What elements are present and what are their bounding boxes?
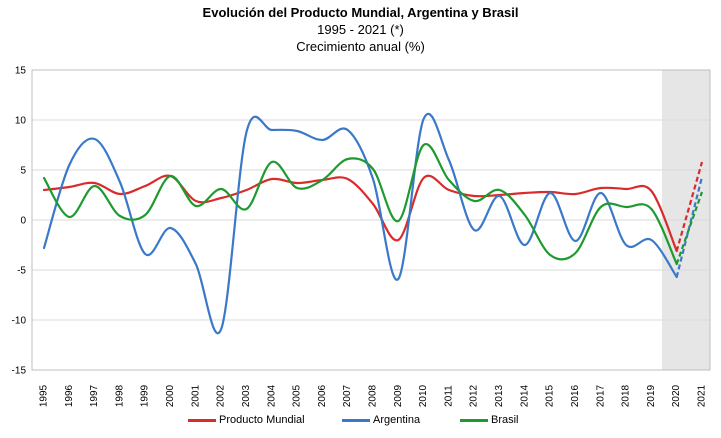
y-tick-label: 5 (20, 166, 26, 177)
y-tick-label: 15 (15, 66, 27, 77)
x-tick-label: 2010 (418, 384, 429, 407)
x-tick-label: 2021 (697, 384, 708, 407)
x-tick-label: 1995 (39, 384, 50, 407)
x-tick-label: 2002 (216, 384, 227, 407)
y-tick-label: 0 (20, 216, 26, 227)
x-tick-label: 2006 (317, 384, 328, 407)
x-tick-label: 2012 (469, 384, 480, 407)
series-line-argentina (42, 112, 678, 334)
legend-label-argentina: Argentina (373, 414, 421, 426)
x-tick-label: 2020 (671, 384, 682, 407)
x-tick-label: 2007 (342, 384, 353, 407)
x-tick-label: 2013 (494, 384, 505, 407)
x-tick-label: 2004 (266, 384, 277, 407)
series-projection-argentina (675, 176, 704, 278)
legend-item-brasil: Brasil (460, 414, 519, 426)
series-line-brasil (42, 143, 678, 266)
legend: Producto Mundial Argentina Brasil (0, 414, 721, 434)
chart-title: Evolución del Producto Mundial, Argentin… (202, 5, 519, 20)
series-lines (42, 112, 704, 334)
x-tick-label: 2000 (165, 384, 176, 407)
legend-item-producto-mundial: Producto Mundial (188, 414, 305, 426)
x-tick-label: 1998 (114, 384, 125, 407)
x-tick-label: 2018 (621, 384, 632, 407)
x-tick-label: 2009 (393, 384, 404, 407)
x-tick-label: 2015 (545, 384, 556, 407)
legend-swatch-producto-mundial (188, 418, 216, 422)
y-axis-label: Crecimiento anual (%) (296, 39, 425, 54)
plot-border (31, 69, 711, 371)
x-tick-label: 2001 (190, 384, 201, 407)
chart-subtitle: 1995 - 2021 (*) (317, 22, 404, 37)
y-tick-label: -10 (12, 316, 27, 327)
x-tick-label: 2005 (292, 384, 303, 407)
x-tick-label: 2011 (443, 385, 454, 407)
series-line-producto-mundial (42, 174, 678, 253)
x-axis: 1995 1996 1997 1998 1999 2000 2001 2002 2003 2004… (39, 384, 708, 407)
x-tick-label: 1997 (89, 384, 100, 407)
x-tick-label: 2016 (570, 384, 581, 407)
x-tick-label: 2014 (519, 384, 530, 407)
x-tick-label: 2003 (241, 384, 252, 407)
x-tick-label: 2019 (646, 384, 657, 407)
legend-label-brasil: Brasil (491, 414, 519, 426)
x-tick-label: 2008 (368, 384, 379, 407)
x-tick-label: 1996 (64, 384, 75, 407)
y-tick-label: -15 (12, 366, 27, 377)
y-tick-label: -5 (17, 266, 26, 277)
y-axis: 15 10 5 0 -5 -10 -15 (12, 66, 27, 377)
legend-swatch-brasil (460, 418, 488, 422)
x-tick-label: 1999 (140, 384, 151, 407)
legend-swatch-argentina (342, 418, 370, 422)
y-tick-label: 10 (15, 116, 27, 127)
chart-titles: Evolución del Producto Mundial, Argentin… (0, 4, 721, 55)
legend-label-producto-mundial: Producto Mundial (219, 414, 305, 426)
series-projection-brasil (675, 191, 704, 265)
legend-item-argentina: Argentina (342, 414, 420, 426)
x-tick-label: 2017 (595, 384, 606, 407)
